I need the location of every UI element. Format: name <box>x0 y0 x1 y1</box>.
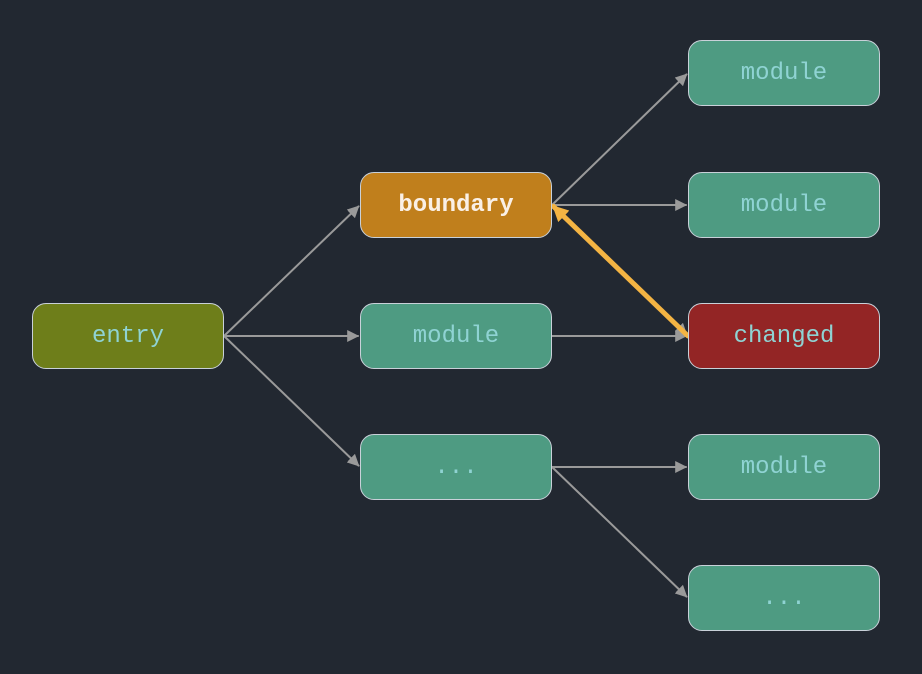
node-label: module <box>413 323 499 350</box>
node-label: boundary <box>398 192 513 219</box>
node-label: ... <box>762 585 805 612</box>
node-mid_dots: ... <box>360 434 552 500</box>
node-entry: entry <box>32 303 224 369</box>
diagram-canvas: entry boundary module... module module change… <box>0 0 922 674</box>
edge-boundary-to-changed <box>552 205 687 335</box>
node-changed: changed <box>688 303 880 369</box>
node-label: module <box>741 60 827 87</box>
node-r_mod3: module <box>688 434 880 500</box>
edge-changed-to-boundary <box>553 206 688 336</box>
edge-entry-to-mid_dots <box>224 336 359 466</box>
node-label: changed <box>734 323 835 350</box>
node-r_mod2: module <box>688 172 880 238</box>
node-mid_mod: module <box>360 303 552 369</box>
node-r_dots: ... <box>688 565 880 631</box>
edge-entry-to-boundary <box>224 206 359 336</box>
node-label: ... <box>434 454 477 481</box>
node-boundary: boundary <box>360 172 552 238</box>
node-label: module <box>741 192 827 219</box>
node-label: entry <box>92 323 164 350</box>
edge-mid_dots-to-r_dots <box>552 467 687 597</box>
node-r_mod1: module <box>688 40 880 106</box>
node-label: module <box>741 454 827 481</box>
edge-boundary-to-r_mod1 <box>552 74 687 205</box>
